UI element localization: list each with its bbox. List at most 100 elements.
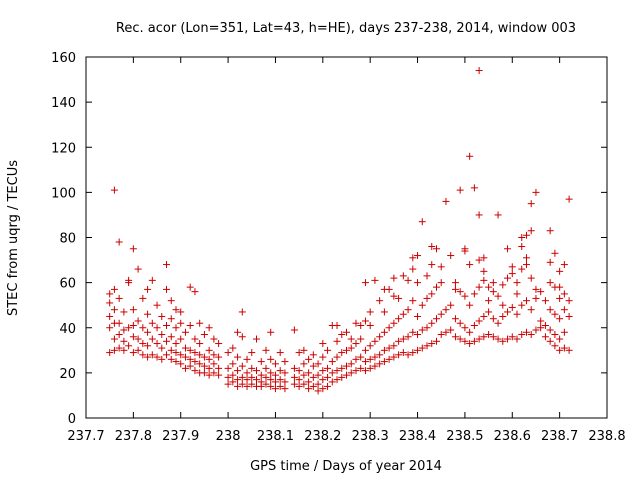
y-tick-label: 60	[59, 277, 76, 292]
data-point	[361, 367, 369, 375]
data-point	[461, 324, 469, 332]
x-tick-label: 237.7	[67, 429, 104, 444]
data-point	[347, 360, 355, 368]
data-point	[172, 340, 180, 348]
data-point	[499, 312, 507, 320]
data-point	[248, 380, 256, 388]
data-point	[186, 362, 194, 370]
data-point	[532, 294, 540, 302]
data-point	[442, 328, 450, 336]
data-point	[300, 346, 308, 354]
data-point	[139, 340, 147, 348]
data-point	[456, 319, 464, 327]
data-point	[333, 337, 341, 345]
data-point	[376, 360, 384, 368]
data-point	[560, 344, 568, 352]
data-point	[347, 335, 355, 343]
data-point	[380, 328, 388, 336]
data-point	[257, 358, 265, 366]
data-point	[409, 265, 417, 273]
data-point	[390, 342, 398, 350]
data-point	[432, 337, 440, 345]
data-point	[518, 331, 526, 339]
data-point	[177, 308, 185, 316]
data-point	[158, 312, 166, 320]
data-point	[229, 378, 237, 386]
data-point	[238, 308, 246, 316]
y-tick-label: 20	[59, 367, 76, 382]
data-point	[475, 335, 483, 343]
data-point	[399, 310, 407, 318]
data-point	[234, 328, 242, 336]
data-point	[395, 294, 403, 302]
data-point	[485, 331, 493, 339]
data-point	[295, 382, 303, 390]
data-point	[319, 353, 327, 361]
data-point	[115, 294, 123, 302]
data-point	[357, 335, 365, 343]
data-point	[125, 342, 133, 350]
data-point	[319, 385, 327, 393]
data-point	[148, 319, 156, 327]
data-point	[234, 353, 242, 361]
data-point	[129, 321, 137, 329]
data-point	[366, 342, 374, 350]
data-point	[475, 317, 483, 325]
data-point	[527, 200, 535, 208]
data-point	[200, 353, 208, 361]
data-point	[309, 382, 317, 390]
data-point	[494, 319, 502, 327]
data-point	[352, 367, 360, 375]
data-point	[537, 288, 545, 296]
data-point	[267, 369, 275, 377]
data-point	[120, 326, 128, 334]
y-axis-label: STEC from uqrg / TECUs	[6, 160, 21, 316]
data-point	[551, 342, 559, 350]
data-point	[125, 279, 133, 287]
data-point	[115, 331, 123, 339]
data-point	[428, 243, 436, 251]
data-point	[451, 285, 459, 293]
data-point	[447, 252, 455, 260]
data-point	[229, 360, 237, 368]
data-point	[234, 376, 242, 384]
data-point	[466, 301, 474, 309]
data-point	[120, 308, 128, 316]
data-point	[527, 274, 535, 282]
data-point	[456, 288, 464, 296]
data-point	[565, 195, 573, 203]
data-point	[191, 335, 199, 343]
x-tick-label: 238.8	[588, 429, 625, 444]
data-point	[556, 294, 564, 302]
data-point	[163, 285, 171, 293]
data-point	[253, 376, 261, 384]
data-point	[110, 186, 118, 194]
data-point	[253, 335, 261, 343]
y-tick-label: 40	[59, 322, 76, 337]
data-point	[485, 308, 493, 316]
data-point	[352, 340, 360, 348]
data-point	[343, 346, 350, 354]
y-tick-label: 100	[51, 186, 76, 201]
data-point	[376, 297, 384, 305]
data-point	[532, 188, 540, 196]
y-tick-label: 160	[51, 51, 76, 66]
data-point	[437, 263, 445, 271]
data-point	[447, 326, 455, 334]
data-point	[153, 301, 161, 309]
data-point	[489, 315, 497, 323]
data-point	[319, 376, 327, 384]
data-point	[276, 382, 284, 390]
data-point	[395, 351, 403, 359]
data-point	[494, 292, 502, 300]
data-point	[437, 279, 445, 287]
data-point	[390, 353, 398, 361]
data-point	[423, 342, 431, 350]
data-point	[371, 362, 379, 370]
data-point	[271, 360, 279, 368]
data-point	[196, 340, 204, 348]
data-point	[229, 371, 237, 379]
data-point	[205, 346, 213, 354]
data-point	[399, 349, 407, 357]
data-point	[489, 333, 497, 341]
